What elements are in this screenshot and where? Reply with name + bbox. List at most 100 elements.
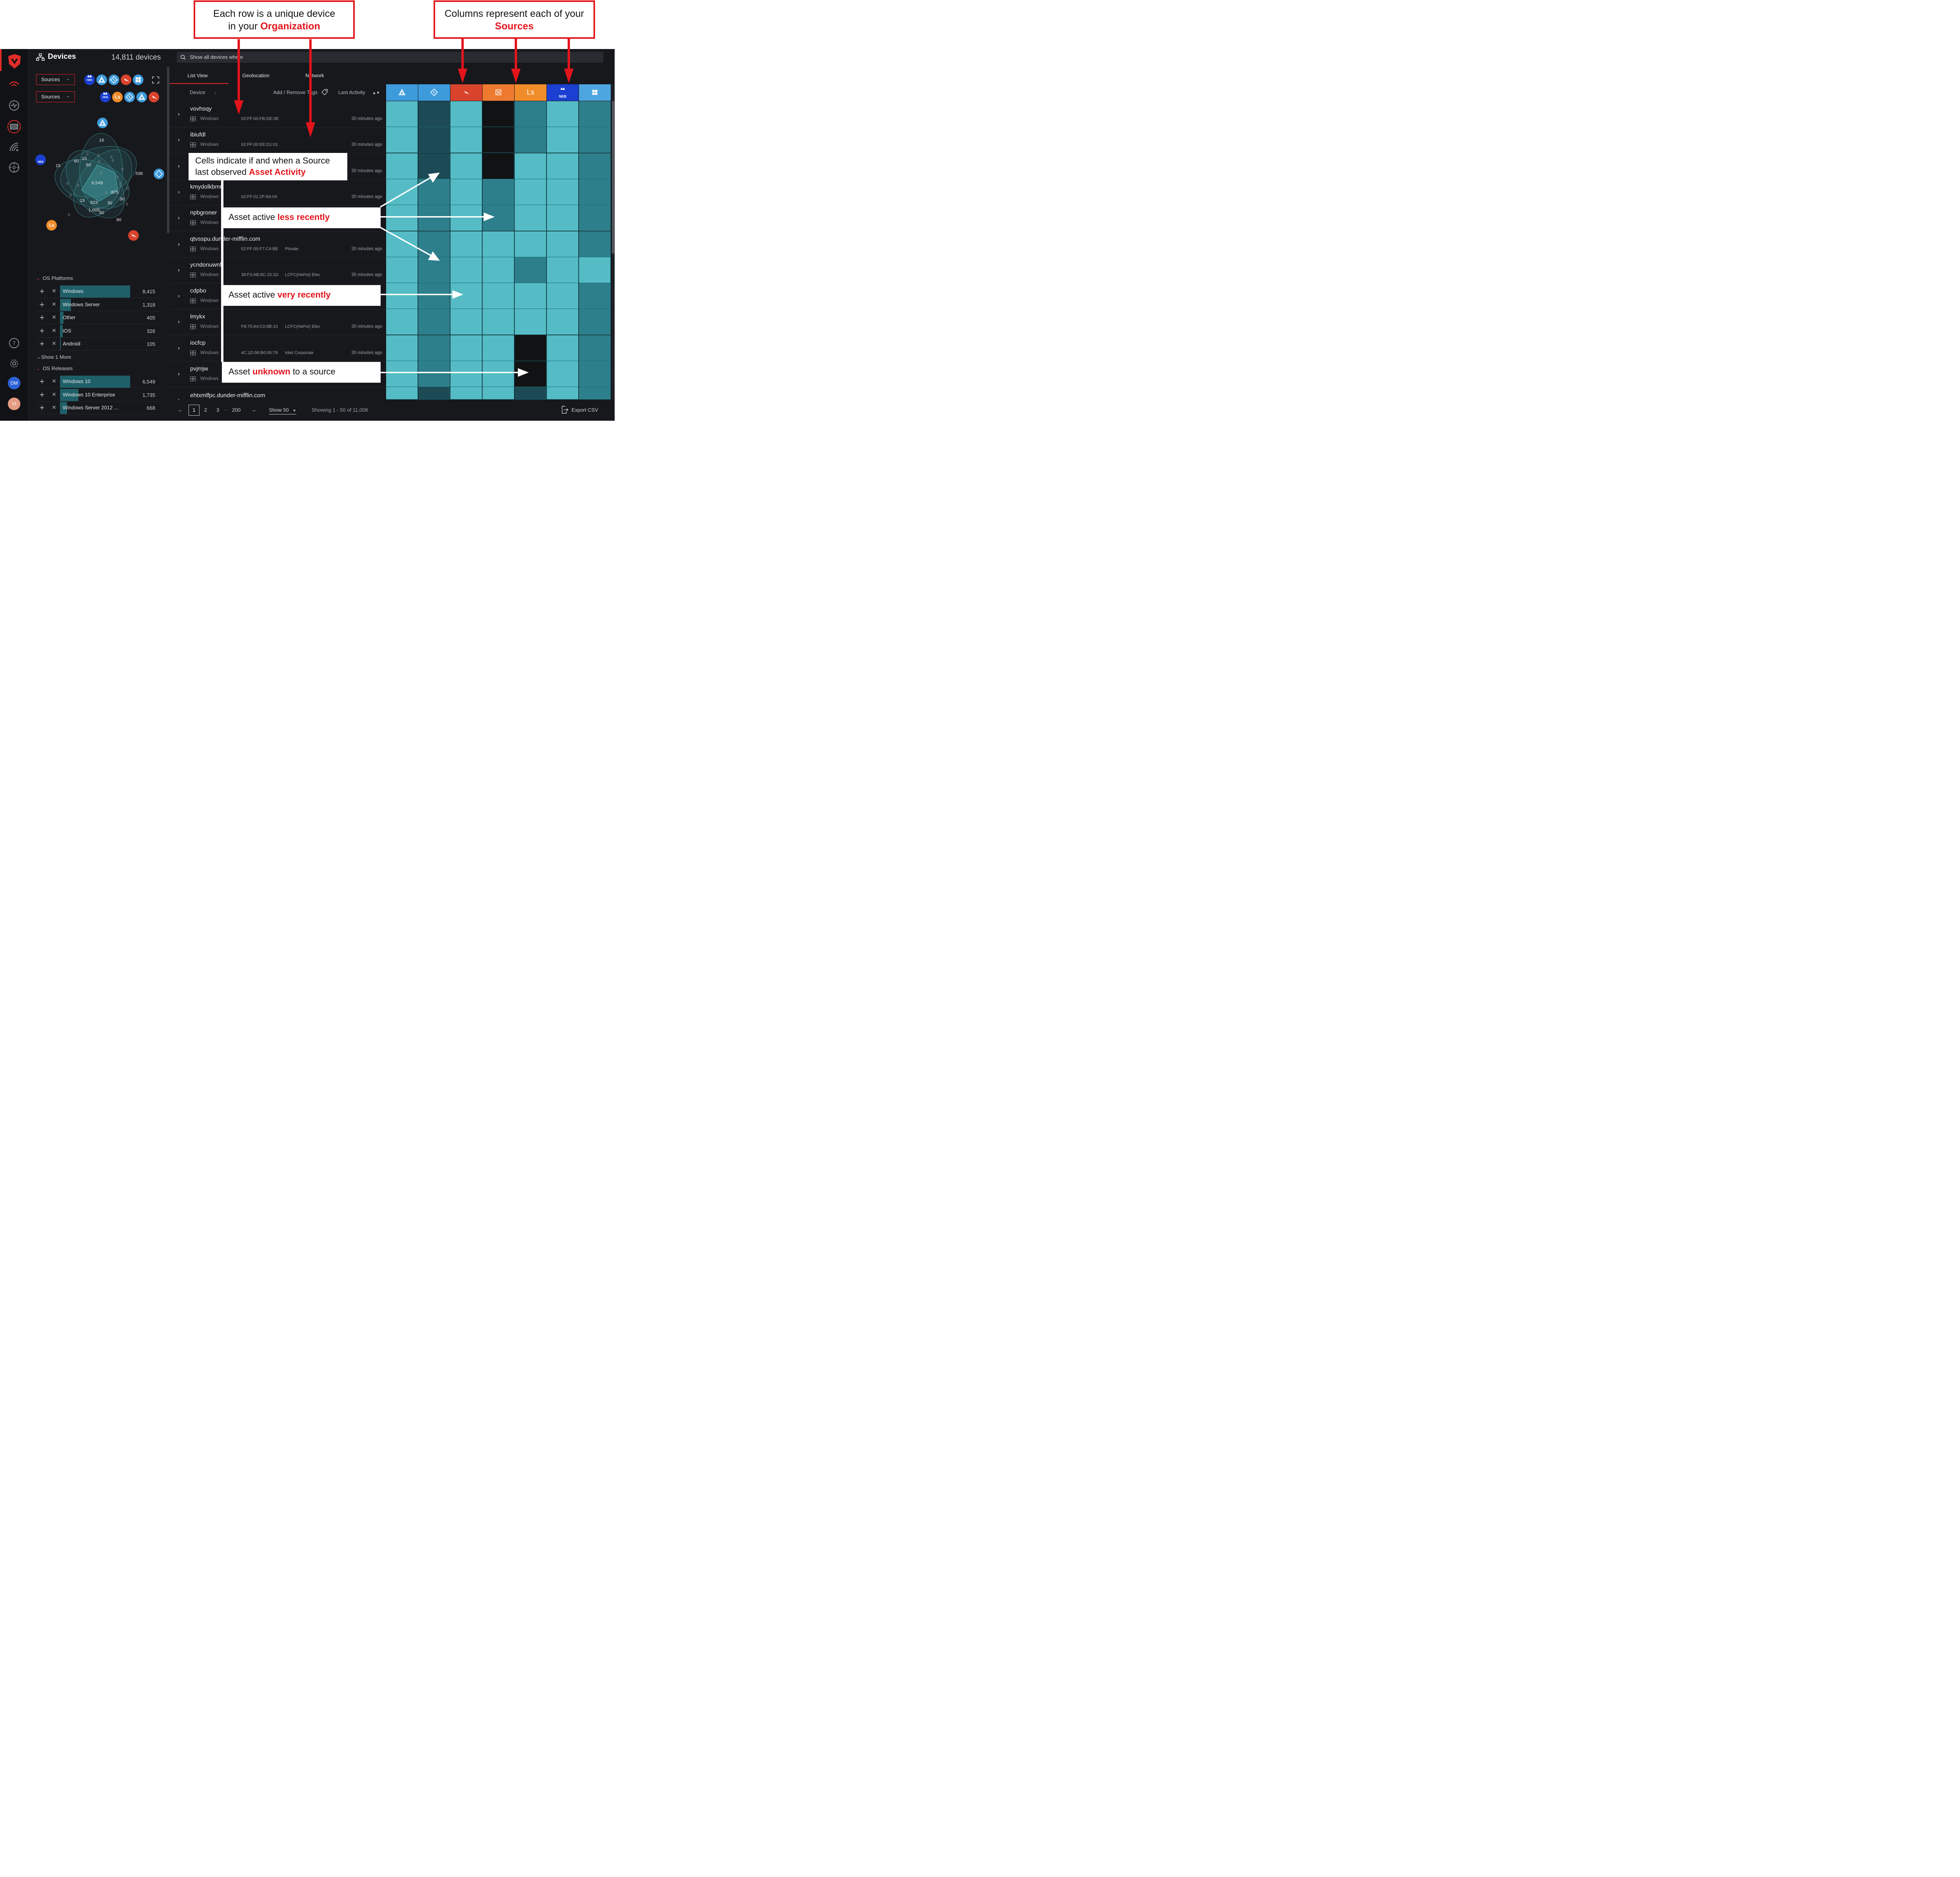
venn-region-count[interactable]: 90 [116, 218, 122, 222]
venn-region-count[interactable]: 0 [66, 182, 69, 186]
activity-cell-very-recent[interactable] [546, 205, 579, 231]
expand-row-chevron-icon[interactable]: › [177, 318, 180, 326]
venn-region-count[interactable]: 0 [126, 187, 129, 191]
add-filter-icon[interactable]: + [39, 313, 45, 322]
devices-icon[interactable] [7, 120, 21, 134]
activity-cell-less-recent[interactable] [418, 179, 450, 205]
facet-row[interactable]: + × Windows 8,415 [36, 285, 160, 298]
table-row[interactable]: › ycndonuwnf Windows 38:F3:AB:8C:15:1D LCFC(… [169, 258, 386, 283]
add-filter-icon[interactable]: + [39, 340, 45, 348]
source-column-windows[interactable] [579, 84, 611, 101]
activity-cell-very-recent[interactable] [482, 309, 514, 335]
activity-cell-unknown[interactable] [482, 153, 514, 179]
exclude-filter-icon[interactable]: × [51, 301, 56, 307]
grid-scrollbar-thumb[interactable] [612, 100, 614, 254]
activity-cell-very-recent[interactable] [386, 387, 418, 400]
activity-cell-unknown[interactable] [482, 127, 514, 153]
sources-dropdown-2[interactable]: Sources ⌄ [36, 91, 75, 102]
activity-cell-very-recent[interactable] [450, 361, 482, 387]
sources-dropdown-1[interactable]: Sources ⌄ [36, 74, 75, 85]
tab-geolocation[interactable]: Geolocation [242, 72, 270, 78]
activity-cell-less-recent[interactable] [418, 335, 450, 361]
expand-icon[interactable] [152, 76, 159, 84]
venn-region-count[interactable]: 0 [119, 182, 122, 187]
column-last-activity[interactable]: Last Activity ▲▼ [338, 89, 380, 95]
activity-cell-very-recent[interactable] [450, 205, 482, 231]
activity-cell-less-recent[interactable] [579, 205, 611, 231]
source-column-crowdstrike[interactable] [450, 84, 482, 101]
activity-cell-less-recent[interactable] [579, 387, 611, 400]
activity-cell-less-recent[interactable] [579, 153, 611, 179]
show-more-link[interactable]: →Show 1 More [36, 354, 71, 360]
table-row[interactable]: › lmykx Windows F8:75:A4:C0:8B:10 LCFC(HeFei… [169, 309, 386, 336]
activity-cell-less-recent[interactable] [579, 309, 611, 335]
activity-cell-very-recent[interactable] [546, 283, 579, 309]
source-badge-malwarebytes-nebula[interactable]: NEB [84, 74, 95, 85]
device-name[interactable]: ehtxmlfpc.dunder-mifflin.com [190, 392, 265, 399]
device-name[interactable]: npbgroner [190, 209, 217, 216]
page-size-select[interactable]: Show 50 ▼ [269, 407, 296, 414]
activity-cell-very-recent[interactable] [579, 257, 611, 283]
expand-row-chevron-icon[interactable]: › [177, 188, 180, 196]
activity-cell-very-recent[interactable] [386, 179, 418, 205]
table-row[interactable]: › pvjmjw Windows [169, 362, 386, 387]
user-avatar-dm[interactable]: DM [7, 376, 20, 389]
table-row[interactable]: › vovhsqy Windows 02:FF:00:FB:DE:0E 30 minut… [169, 102, 386, 127]
table-row[interactable]: › cdpbo Windows [169, 283, 386, 310]
venn-region-count[interactable]: 0 [86, 152, 89, 156]
expand-row-chevron-icon[interactable]: › [177, 344, 180, 352]
venn-region-count[interactable]: 60 [86, 163, 91, 167]
activity-cell-very-recent[interactable] [514, 231, 546, 257]
integrations-icon[interactable] [9, 162, 20, 173]
activity-cell-very-recent[interactable] [386, 283, 418, 309]
table-row[interactable]: › npbgroner Windows [169, 205, 386, 232]
add-filter-icon[interactable]: + [39, 391, 45, 399]
page-1-button[interactable]: 1 [188, 404, 200, 416]
help-icon[interactable]: ? [9, 338, 20, 349]
add-filter-icon[interactable]: + [39, 327, 45, 335]
venn-region-count[interactable]: 30 [120, 197, 125, 202]
expand-row-chevron-icon[interactable]: › [177, 136, 180, 144]
activity-cell-very-recent[interactable] [450, 283, 482, 309]
venn-region-count[interactable]: 15 [82, 156, 87, 161]
venn-region-count[interactable]: 16 [99, 138, 104, 143]
device-name[interactable]: qtvsspu.dunder-mifflin.com [190, 235, 260, 242]
facet-row[interactable]: + × iOS 326 [36, 324, 160, 338]
venn-region-count[interactable]: 0 [97, 153, 100, 158]
source-column-aws[interactable] [386, 84, 418, 101]
source-column-malwarebytes-nebula[interactable]: NEB [546, 84, 579, 101]
exclude-filter-icon[interactable]: × [51, 404, 56, 411]
facet-row[interactable]: + × Windows Server 2012 ... 668 [36, 402, 160, 414]
activity-cell-very-recent[interactable] [546, 257, 579, 283]
activity-cell-very-recent[interactable] [546, 335, 579, 361]
expand-row-chevron-icon[interactable]: › [177, 162, 180, 170]
activity-cell-very-recent[interactable] [546, 127, 579, 153]
activity-cell-very-recent[interactable] [386, 231, 418, 257]
table-row[interactable]: › ibiufdl Windows 02:FF:00:EE:D1:01 30 minut… [169, 127, 386, 154]
activity-cell-less-recent[interactable] [514, 257, 546, 283]
device-name[interactable]: lmykx [190, 313, 205, 320]
activity-cell-very-recent[interactable] [450, 387, 482, 400]
venn-region-count[interactable]: 0 [110, 155, 113, 160]
activity-cell-very-recent[interactable] [386, 205, 418, 231]
activity-cell-very-recent[interactable] [482, 335, 514, 361]
activity-cell-very-recent[interactable] [386, 127, 418, 153]
activity-cell-very-recent[interactable] [546, 101, 579, 127]
expand-row-chevron-icon[interactable]: › [177, 292, 180, 300]
activity-cell-very-recent[interactable] [514, 309, 546, 335]
activity-cell-very-recent[interactable] [546, 231, 579, 257]
venn-region-count[interactable]: 0 [69, 194, 72, 198]
user-avatar-vi[interactable]: VI [7, 397, 20, 410]
activity-cell-very-recent[interactable] [546, 387, 579, 400]
grid-scrollbar-track[interactable] [611, 84, 615, 400]
activity-cell-very-recent[interactable] [386, 153, 418, 179]
venn-region-count[interactable]: 0 [98, 160, 100, 164]
activity-cell-less-recent[interactable] [418, 309, 450, 335]
activity-cell-less-recent[interactable] [579, 231, 611, 257]
activity-cell-less-recent[interactable] [418, 283, 450, 309]
activity-cell-very-recent[interactable] [450, 231, 482, 257]
activity-cell-less-recent[interactable] [482, 179, 514, 205]
activity-cell-older[interactable] [418, 101, 450, 127]
venn-region-count[interactable]: 536 [135, 171, 143, 176]
